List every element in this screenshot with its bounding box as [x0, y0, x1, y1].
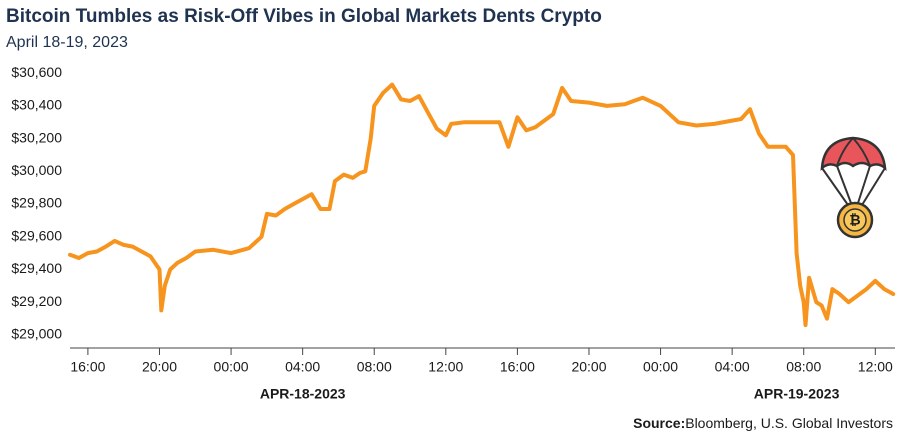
source-text: Bloomberg, U.S. Global Investors	[685, 415, 893, 431]
chart-title: Bitcoin Tumbles as Risk-Off Vibes in Glo…	[6, 6, 602, 27]
x-tick-label: 08:00	[357, 359, 392, 375]
x-tick-label: 16:00	[500, 359, 535, 375]
x-tick-label: 04:00	[285, 359, 320, 375]
y-tick-label: $30,200	[11, 129, 62, 145]
y-tick-label: $29,200	[11, 293, 62, 309]
x-tick-label: 20:00	[571, 359, 606, 375]
source-label: Source:	[633, 415, 685, 431]
x-tick-label: 00:00	[214, 359, 249, 375]
y-tick-label: $29,600	[11, 227, 62, 243]
date-label: APR-18-2023	[260, 386, 346, 402]
y-tick-label: $29,800	[11, 195, 62, 211]
chart-subtitle: April 18-19, 2023	[6, 34, 128, 51]
parachute-icon: ₿	[820, 136, 887, 239]
x-tick-label: 20:00	[142, 359, 177, 375]
y-tick-label: $30,600	[11, 64, 62, 80]
y-tick-label: $30,400	[11, 97, 62, 113]
y-tick-label: $30,000	[11, 162, 62, 178]
x-tick-label: 12:00	[858, 359, 893, 375]
price-line	[68, 82, 896, 328]
x-tick-label: 00:00	[643, 359, 678, 375]
x-tick-label: 12:00	[428, 359, 463, 375]
svg-text:₿: ₿	[849, 212, 860, 228]
x-tick-label: 08:00	[786, 359, 821, 375]
y-tick-label: $29,000	[11, 326, 62, 342]
date-label: APR-19-2023	[754, 386, 840, 402]
source: Source:Bloomberg, U.S. Global Investors	[633, 415, 893, 431]
x-tick-label: 16:00	[70, 359, 105, 375]
x-tick-label: 04:00	[715, 359, 750, 375]
y-tick-label: $29,400	[11, 260, 62, 276]
